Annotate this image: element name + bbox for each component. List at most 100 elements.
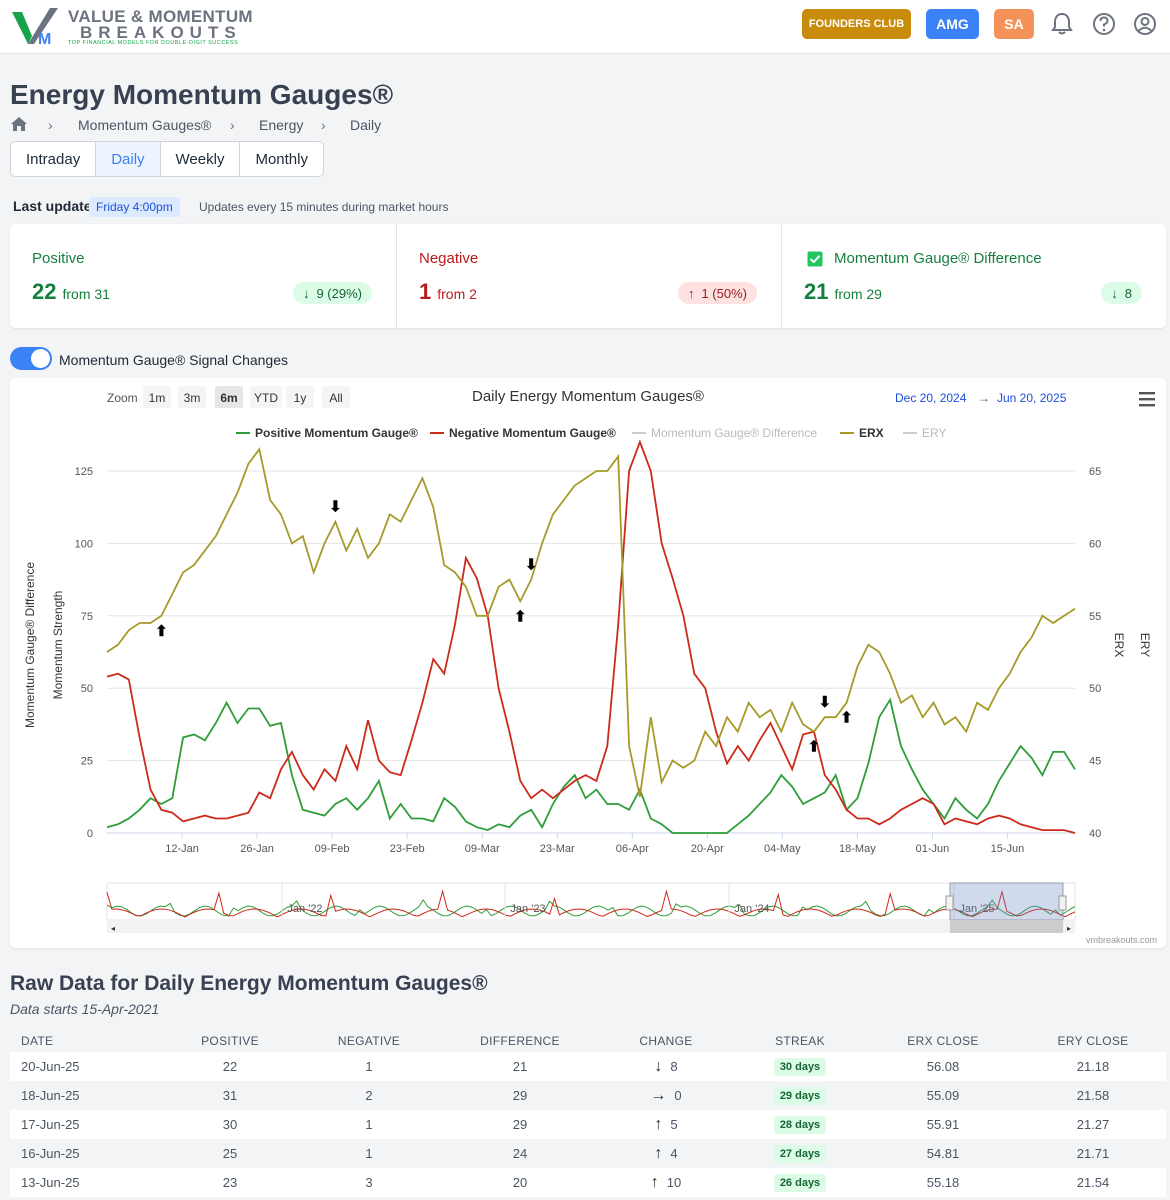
column-header: ERX CLOSE bbox=[907, 1034, 979, 1048]
menu-icon[interactable] bbox=[1139, 404, 1155, 407]
breadcrumb-item[interactable]: Momentum Gauges® bbox=[78, 117, 212, 133]
navigator-scrollbar[interactable] bbox=[107, 921, 1075, 933]
change-cell: ↓ 8 bbox=[616, 1052, 716, 1081]
zoom-button-All[interactable] bbox=[322, 386, 350, 408]
navigator[interactable] bbox=[106, 882, 1076, 921]
zoom-label-6m[interactable]: 6m bbox=[220, 391, 237, 405]
zoom-label-1m[interactable]: 1m bbox=[149, 391, 166, 405]
x-tick-label: 01-Jun bbox=[916, 843, 950, 855]
home-icon[interactable] bbox=[10, 116, 28, 132]
streak-cell: 30 days bbox=[750, 1052, 850, 1081]
legend-item[interactable]: Positive Momentum Gauge® bbox=[255, 426, 418, 440]
y-tick-left: 25 bbox=[81, 756, 93, 768]
difference-value: 21 from 29 bbox=[804, 279, 882, 305]
chevron-right-icon: › bbox=[321, 117, 326, 133]
table-header-row: DATE POSITIVE NEGATIVE DIFFERENCE CHANGE STRE… bbox=[10, 1030, 1166, 1052]
change-value: 5 bbox=[670, 1117, 678, 1132]
navigator-scrollbar-thumb[interactable] bbox=[950, 921, 1063, 933]
range-from[interactable]: Dec 20, 2024 bbox=[895, 391, 967, 405]
zoom-label-All[interactable]: All bbox=[329, 391, 342, 405]
sa-button[interactable]: SA bbox=[994, 9, 1034, 39]
legend-item[interactable]: Momentum Gauge® Difference bbox=[651, 426, 817, 440]
logo-line-1: VALUE & MOMENTUM bbox=[68, 7, 253, 26]
checkbox-checked-icon[interactable] bbox=[807, 251, 823, 267]
signal-up-arrow-icon: ⬆ bbox=[840, 710, 853, 727]
negative-change: 1 (50%) bbox=[701, 285, 747, 301]
svg-text:M: M bbox=[38, 31, 51, 46]
chart-title: Daily Energy Momentum Gauges® bbox=[472, 388, 704, 405]
brand-logo[interactable]: M VALUE & MOMENTUM BREAKOUTS TOP FINANCI… bbox=[10, 4, 253, 48]
date-cell: 16-Jun-25 bbox=[21, 1146, 80, 1161]
zoom-button-1y[interactable] bbox=[286, 386, 314, 408]
x-tick-label: 23-Mar bbox=[540, 843, 575, 855]
founders-club-button[interactable]: FOUNDERS CLUB bbox=[802, 9, 911, 39]
menu-icon[interactable] bbox=[1139, 392, 1155, 395]
column-header: DIFFERENCE bbox=[480, 1034, 560, 1048]
erx-close-cell: 55.18 bbox=[926, 1175, 960, 1190]
range-to[interactable]: Jun 20, 2025 bbox=[997, 391, 1067, 405]
zoom-button-3m[interactable] bbox=[178, 386, 206, 408]
zoom-button-YTD[interactable] bbox=[250, 386, 282, 408]
zoom-label: Zoom bbox=[107, 391, 138, 405]
raw-data-subtitle: Data starts 15-Apr-2021 bbox=[10, 1001, 160, 1017]
signal-up-arrow-icon: ⬆ bbox=[155, 623, 168, 640]
user-icon[interactable] bbox=[1132, 11, 1158, 37]
chevron-right-icon: › bbox=[230, 117, 235, 133]
legend-item[interactable]: ERY bbox=[922, 426, 946, 440]
ery-close-cell: 21.58 bbox=[1076, 1088, 1110, 1103]
difference-stat: Momentum Gauge® Difference 21 from 29 ↓ 8 bbox=[781, 224, 1166, 328]
breadcrumb-item: Daily bbox=[350, 117, 382, 133]
tab-monthly[interactable]: Monthly bbox=[255, 150, 308, 168]
positive-cell: 23 bbox=[222, 1175, 238, 1190]
y-tick-left: 50 bbox=[81, 683, 93, 695]
menu-icon[interactable] bbox=[1139, 398, 1155, 401]
arrow-up-icon: ↑ bbox=[687, 285, 695, 301]
navigator-window[interactable] bbox=[949, 882, 1064, 921]
x-tick-label: 18-May bbox=[839, 843, 876, 855]
zoom-label-1y[interactable]: 1y bbox=[294, 391, 307, 405]
scroll-left-icon[interactable]: ◂ bbox=[111, 924, 115, 933]
negative-series-line[interactable] bbox=[106, 439, 1076, 834]
tab-daily[interactable]: Daily bbox=[96, 142, 161, 176]
navigator-handle-right[interactable] bbox=[1058, 895, 1067, 911]
chart-credit[interactable]: vmbreakouts.com bbox=[1086, 935, 1157, 945]
breadcrumb-item[interactable]: Energy bbox=[259, 117, 304, 133]
tab-intraday[interactable]: Intraday bbox=[11, 142, 97, 176]
negative-cell: 1 bbox=[365, 1146, 373, 1161]
date-cell: 13-Jun-25 bbox=[21, 1175, 80, 1190]
legend-item[interactable]: ERX bbox=[859, 426, 884, 440]
streak-cell: 27 days bbox=[750, 1139, 850, 1168]
date-cell: 17-Jun-25 bbox=[21, 1117, 80, 1132]
raw-data-table: DATE POSITIVE NEGATIVE DIFFERENCE CHANGE STRE… bbox=[10, 1030, 1166, 1197]
change-cell: ↑ 4 bbox=[616, 1139, 716, 1168]
change-arrow-icon: ↓ bbox=[654, 1057, 663, 1075]
erx-series-line[interactable] bbox=[106, 447, 1076, 797]
change-arrow-icon: ↑ bbox=[650, 1173, 659, 1191]
signal-down-arrow-icon: ⬇ bbox=[525, 557, 538, 574]
positive-series-line[interactable] bbox=[106, 697, 1076, 834]
zoom-button-6m[interactable] bbox=[215, 386, 243, 408]
zoom-label-3m[interactable]: 3m bbox=[184, 391, 201, 405]
navigator-label: Jan '25 bbox=[959, 903, 994, 915]
navigator-handle-left[interactable] bbox=[945, 895, 954, 911]
legend-item[interactable]: Negative Momentum Gauge® bbox=[449, 426, 616, 440]
erx-close-cell: 55.09 bbox=[926, 1088, 960, 1103]
zoom-label-YTD[interactable]: YTD bbox=[254, 391, 278, 405]
negative-cell: 2 bbox=[365, 1088, 373, 1103]
y-tick-left: 100 bbox=[75, 538, 93, 550]
signal-up-arrow-icon: ⬆ bbox=[808, 739, 821, 756]
y-tick-right: 50 bbox=[1089, 683, 1101, 695]
raw-data-title: Raw Data for Daily Energy Momentum Gauge… bbox=[10, 972, 488, 995]
zoom-button-1m[interactable] bbox=[143, 386, 171, 408]
negative-label: Negative bbox=[419, 250, 479, 267]
bell-icon[interactable] bbox=[1049, 11, 1075, 37]
y-tick-right: 65 bbox=[1089, 466, 1101, 478]
scroll-right-icon[interactable]: ▸ bbox=[1067, 924, 1071, 933]
negative-from: from 2 bbox=[437, 286, 477, 302]
amg-button[interactable]: AMG bbox=[926, 9, 979, 39]
ery-close-cell: 21.18 bbox=[1076, 1059, 1110, 1074]
tab-weekly[interactable]: Weekly bbox=[161, 142, 241, 176]
table-row: 17-Jun-25 30 1 29 ↑ 5 28 days 55.91 21.27 bbox=[10, 1110, 1166, 1139]
signal-changes-toggle[interactable] bbox=[10, 347, 52, 370]
help-icon[interactable] bbox=[1091, 11, 1117, 37]
